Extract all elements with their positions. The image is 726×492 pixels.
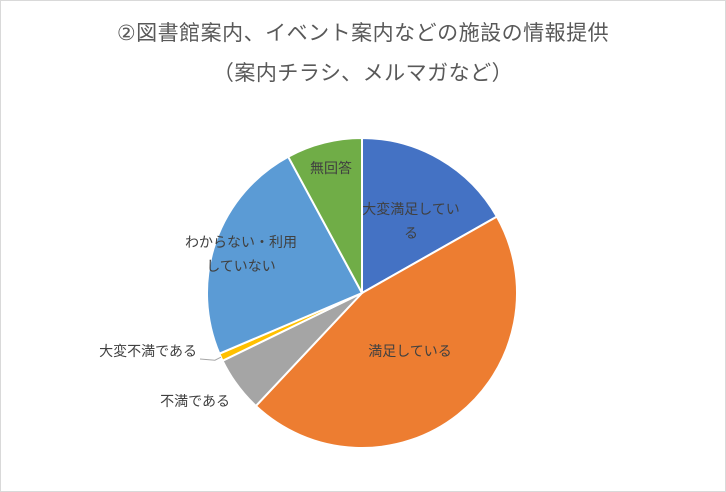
slice-label-no-answer: 無回答 [310, 160, 352, 177]
slice-label-dissatisfied: 不満である [160, 394, 230, 410]
slice-label-unknown-not-used: わからない・利用していない [185, 235, 297, 275]
slice-label-very-satisfied: 大変満足している [362, 201, 460, 242]
pie-slice-no-answer [286, 136, 363, 294]
pie-slice-unknown-not-used [206, 155, 364, 355]
leader-line-very-dissatisfied [199, 356, 222, 361]
slice-label-satisfied: 満足している [368, 344, 452, 360]
pie-slice-satisfied [254, 215, 518, 449]
pie-slice-very-satisfied [361, 136, 499, 295]
chart-title-line2: （案内チラシ、メルマガなど） [212, 61, 514, 85]
pie-slices [206, 136, 518, 449]
chart-title-line1: ②図書館案内、イベント案内などの施設の情報提供 [116, 21, 610, 45]
leader-lines [199, 356, 222, 361]
slice-label-very-dissatisfied: 大変不満である [99, 343, 197, 360]
